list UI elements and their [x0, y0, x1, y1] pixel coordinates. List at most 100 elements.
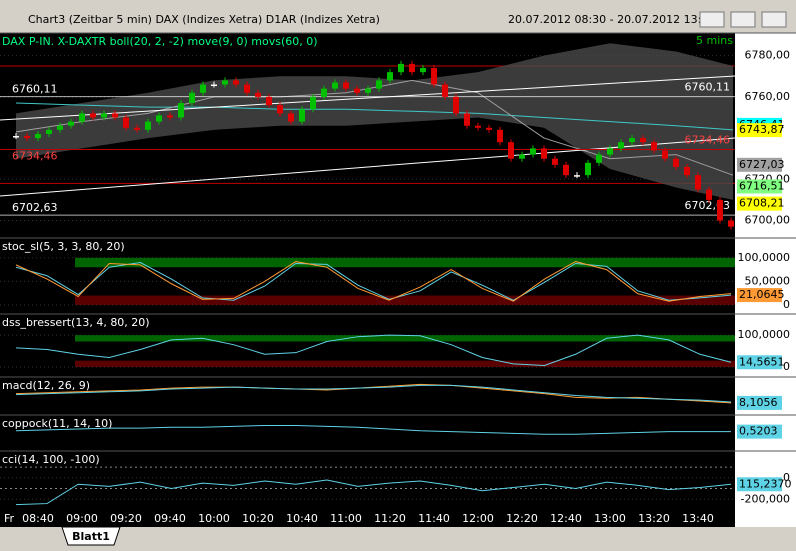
candle [453, 96, 459, 114]
y-tick-label: 6760,00 [745, 90, 791, 103]
price-line-label: 6702,63 [685, 199, 731, 212]
sheet-tab[interactable] [61, 526, 121, 546]
candle [123, 117, 129, 128]
minimize-button[interactable] [699, 11, 725, 28]
candle [310, 96, 316, 110]
candle [629, 138, 635, 143]
value-tag [737, 424, 782, 439]
candle [145, 121, 151, 130]
time-label: 10:20 [242, 512, 274, 525]
trendline [0, 137, 736, 197]
maximize-button[interactable] [730, 11, 756, 28]
time-label: 09:40 [154, 512, 186, 525]
candle [156, 115, 162, 122]
candle [420, 68, 426, 73]
candle [574, 175, 580, 177]
candle [266, 96, 272, 106]
value-tag [737, 288, 782, 303]
candle [673, 158, 679, 167]
title-bar [0, 0, 796, 33]
value-tag-label: 0,5203 [739, 425, 778, 438]
candle [497, 129, 503, 143]
value-tag-label: 21,0645 [739, 288, 785, 301]
indicator-line [15, 425, 731, 435]
candle [332, 82, 338, 89]
price-tag-label: 6727,03 [739, 158, 785, 171]
y-tick-label: 6780,00 [745, 49, 791, 62]
candle [299, 109, 305, 122]
candle [222, 80, 228, 85]
value-tag [737, 355, 782, 370]
candle [563, 164, 569, 176]
window-title: Chart3 (Zeitbar 5 min) DAX (Indizes Xetr… [28, 13, 380, 26]
candle [189, 92, 195, 104]
moving-average [15, 102, 734, 131]
candle [442, 84, 448, 97]
candle [431, 68, 437, 85]
candle [200, 84, 206, 93]
candle [101, 113, 107, 118]
price-tag-label: 6716,51 [739, 179, 785, 192]
candle [376, 80, 382, 89]
zone [75, 295, 735, 305]
candle [79, 113, 85, 122]
y-tick-label: 0 [783, 298, 790, 311]
price-tag [737, 179, 782, 194]
sheet-tab-label[interactable]: Blatt1 [72, 530, 110, 543]
price-line-label: 6760,11 [12, 83, 58, 96]
bollinger-band [16, 43, 733, 200]
corner-button[interactable] [735, 510, 796, 527]
candle [13, 136, 19, 138]
indicator-line [15, 262, 732, 301]
y-tick-label: 0 [783, 360, 790, 373]
candle [530, 148, 536, 155]
time-label: 12:20 [506, 512, 538, 525]
y-tick-label: 100,0000 [738, 328, 791, 341]
panel-title: stoc_sl(5, 3, 3, 80, 20) [2, 240, 125, 253]
zone [75, 335, 735, 342]
price-tag-label: 6743,87 [739, 123, 785, 136]
price-tag [737, 196, 782, 211]
window-range: 20.07.2012 08:30 - 20.07.2012 13:55 [508, 13, 715, 26]
y-tick-label: -200,000 [741, 492, 790, 505]
candle [90, 113, 96, 118]
candle [706, 189, 712, 200]
candle [475, 125, 481, 128]
candle [46, 129, 52, 134]
time-label: 11:20 [374, 512, 406, 525]
candle [607, 148, 613, 155]
candle [233, 80, 239, 85]
candle [35, 133, 41, 139]
candle [277, 105, 283, 114]
candle [508, 142, 514, 159]
candle [519, 154, 525, 159]
price-line-label: 6760,11 [685, 81, 731, 94]
interval-label: 5 mins [696, 34, 733, 47]
indicator-line [15, 261, 732, 302]
time-label: 09:00 [66, 512, 98, 525]
close-button[interactable] [761, 11, 787, 28]
candle [662, 150, 668, 159]
y-tick-label: 0 [783, 471, 790, 484]
candle [354, 88, 360, 93]
time-label: 13:20 [638, 512, 670, 525]
y-tick-label: 100,0000 [738, 251, 791, 264]
candle [211, 84, 217, 87]
candle [57, 125, 63, 130]
time-label: 09:20 [110, 512, 142, 525]
candle [596, 154, 602, 163]
time-label: 12:40 [550, 512, 582, 525]
candle [387, 72, 393, 81]
zone [75, 360, 735, 368]
time-label: 12:00 [462, 512, 494, 525]
candle [343, 82, 349, 89]
panel-title: dss_bressert(13, 4, 80, 20) [2, 316, 150, 329]
y-tick-label: 50,0000 [745, 274, 791, 287]
candle [321, 88, 327, 97]
candle [717, 199, 723, 221]
candle [695, 175, 701, 190]
candle [288, 113, 294, 122]
time-label: 10:00 [198, 512, 230, 525]
